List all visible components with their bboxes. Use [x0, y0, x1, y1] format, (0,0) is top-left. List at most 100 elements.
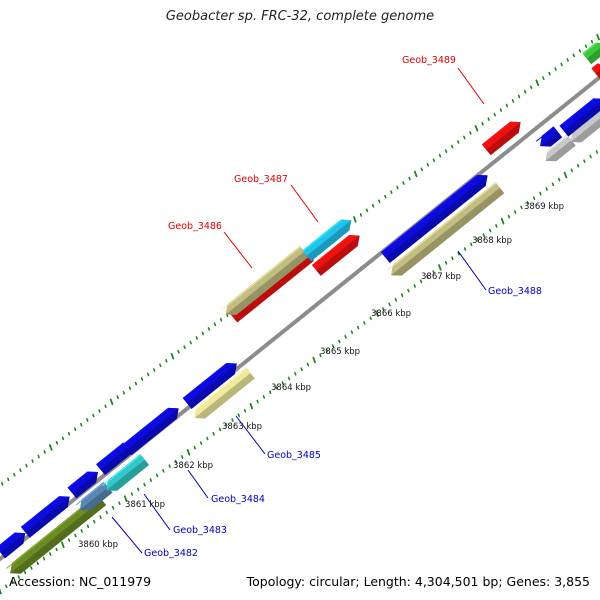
ring-dot — [382, 307, 385, 311]
ring-dot — [590, 39, 594, 44]
accession-text: Accession: NC_011979 — [9, 574, 152, 589]
ring-dot — [153, 368, 156, 372]
ring-dot — [306, 362, 310, 367]
ring-dot — [165, 358, 168, 363]
ring-major-tick — [109, 398, 114, 406]
gene-fwd-7 — [380, 174, 488, 264]
ring-dot — [481, 121, 484, 126]
gene-rev-2 — [541, 134, 576, 162]
label-leaders — [111, 67, 487, 554]
tick-label: 3868 kbp — [472, 236, 512, 246]
ring-dot — [444, 260, 448, 265]
ring-dot — [231, 418, 234, 422]
ring-dot — [140, 377, 144, 381]
gene-arrow-highlight — [225, 246, 305, 315]
ring-dot — [420, 167, 423, 172]
ring-dot — [463, 135, 466, 140]
ring-dot — [225, 422, 228, 427]
ring-dot — [219, 317, 223, 322]
ring-dot — [155, 473, 159, 478]
ring-major-tick — [438, 264, 442, 271]
ring-dot — [213, 322, 217, 327]
ring-dot — [23, 570, 27, 575]
outer-dotted-ring — [0, 33, 600, 486]
ring-dot — [80, 422, 83, 427]
tick-label: 3864 kbp — [271, 383, 311, 393]
ring-dot — [495, 224, 498, 228]
ring-dot — [463, 247, 467, 251]
gene-label-geob-3485[interactable]: Geob_3485 — [267, 450, 321, 461]
leader-geob-3482 — [111, 516, 143, 554]
ring-dot — [181, 455, 184, 459]
ring-dot — [507, 214, 511, 219]
ring-dot — [419, 279, 423, 284]
ring-dot — [30, 566, 33, 570]
ring-dot — [183, 345, 186, 350]
ring-dot — [195, 336, 198, 340]
ring-dot — [99, 515, 102, 519]
ring-dot — [476, 237, 479, 242]
ring-dot — [539, 191, 542, 196]
ring-major-tick — [535, 79, 540, 86]
leader-geob-3489 — [457, 67, 485, 105]
ring-dot — [256, 399, 259, 404]
gene-label-geob-3486[interactable]: Geob_3486 — [168, 221, 222, 232]
gene-fwd-11 — [582, 42, 600, 65]
ring-dot — [408, 176, 411, 181]
gene-fwd-1 — [0, 532, 26, 559]
ring-dot — [493, 112, 496, 117]
ring-dot — [344, 334, 347, 339]
ring-dot — [174, 459, 178, 464]
gene-arrow-highlight — [182, 363, 237, 404]
ring-dot — [426, 163, 430, 167]
gene-label-geob-3482[interactable]: Geob_3482 — [144, 548, 198, 559]
ring-dot — [551, 182, 555, 187]
ring-dot — [300, 367, 303, 372]
gene-label-geob-3484[interactable]: Geob_3484 — [211, 494, 265, 505]
ring-major-tick — [474, 125, 479, 132]
gene-label-geob-3483[interactable]: Geob_3483 — [173, 525, 227, 536]
ring-dot — [92, 413, 95, 418]
ring-dot — [7, 477, 10, 482]
ring-dot — [86, 418, 89, 422]
gene-arrow-highlight — [559, 98, 600, 132]
gene-arrow-edge — [21, 496, 60, 528]
leader-geob-3486 — [223, 231, 253, 269]
ring-dot — [80, 529, 83, 533]
ring-dot — [532, 196, 536, 200]
ring-major-tick — [0, 588, 2, 595]
gene-arrow-edge — [67, 471, 89, 489]
gene-arrow-highlight — [106, 454, 145, 491]
gene-arrow-body — [302, 219, 352, 262]
gene-geob-3485 — [190, 367, 255, 419]
ring-major-tick — [123, 495, 128, 502]
ring-dot — [451, 256, 454, 261]
ring-dot — [43, 450, 46, 454]
gene-label-geob-3487[interactable]: Geob_3487 — [234, 174, 288, 185]
ring-dot — [159, 363, 162, 368]
ring-dot — [122, 390, 125, 395]
gene-arrow-highlight — [481, 121, 521, 150]
gene-geob-3483 — [75, 481, 113, 511]
ring-dot — [426, 274, 429, 279]
gene-fwd-10 — [591, 63, 600, 80]
ring-dot — [523, 90, 527, 94]
ring-dot — [470, 242, 473, 247]
ring-dot — [402, 181, 405, 185]
ring-dot — [377, 199, 381, 204]
gene-fwd-6 — [182, 363, 237, 409]
ring-dot — [5, 584, 8, 589]
gene-arrow-edge — [482, 121, 511, 146]
gene-arrow-body — [380, 174, 488, 264]
ring-dot — [450, 144, 454, 149]
ring-dot — [487, 117, 490, 121]
gene-arrow-body — [67, 471, 99, 499]
ring-dot — [589, 154, 592, 159]
ring-dot — [542, 76, 545, 80]
gene-label-geob-3489[interactable]: Geob_3489 — [402, 55, 456, 66]
ring-dot — [268, 390, 272, 395]
gene-arrow-edge — [312, 235, 350, 266]
ring-dot — [49, 552, 52, 556]
ring-dot — [578, 48, 582, 53]
gene-label-geob-3488[interactable]: Geob_3488 — [488, 286, 542, 297]
